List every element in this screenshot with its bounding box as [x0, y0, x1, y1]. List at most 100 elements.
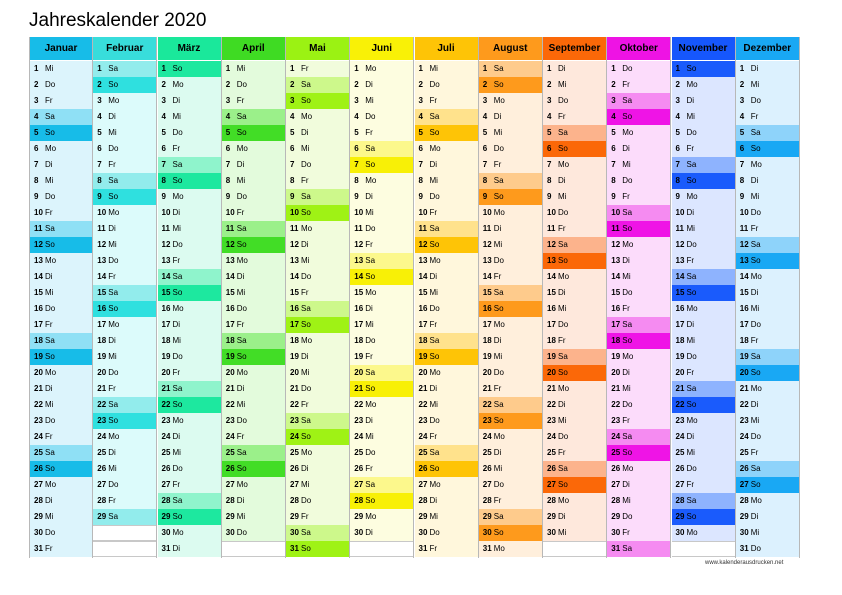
day-number: 2: [225, 80, 231, 89]
day-number: 14: [482, 272, 492, 281]
day-cell: 13 Mo: [30, 253, 92, 269]
day-number: 4: [675, 112, 680, 121]
day-number: 8: [290, 176, 295, 185]
weekday-label: Mo: [301, 112, 313, 121]
day-cell: 23 Do: [414, 413, 478, 429]
weekday-label: Do: [365, 112, 376, 121]
day-number: 29: [739, 512, 749, 521]
day-cell: 6 Mo: [221, 141, 285, 157]
day-number: 23: [739, 416, 749, 425]
weekday-label: Di: [172, 208, 181, 217]
weekday-label: Fr: [301, 288, 309, 297]
weekday-label: Mi: [429, 288, 438, 297]
weekday-label: Do: [429, 416, 440, 425]
day-cell: 19 Di: [286, 349, 349, 365]
day-number: 28: [97, 496, 107, 505]
month-column: August 1 Sa 2 So 3 Mo 4 Di 5 Mi 6 Do 7 Fr 8 Sa 9 So 10 Mo 11 D…: [478, 37, 543, 558]
day-number: 26: [418, 464, 428, 473]
weekday-label: Mo: [236, 368, 248, 377]
day-cell: 9 Mi: [543, 189, 606, 205]
weekday-label: Di: [622, 368, 630, 377]
weekday-label: Do: [622, 512, 633, 521]
day-number: 7: [97, 160, 102, 169]
weekday-label: Do: [236, 80, 247, 89]
day-cell: 26 So: [30, 461, 92, 477]
weekday-label: Do: [493, 256, 504, 265]
day-cell: 30 Do: [30, 525, 92, 541]
weekday-label: Mi: [365, 208, 374, 217]
day-cell: 26 Mi: [93, 461, 157, 477]
weekday-label: Mi: [686, 336, 695, 345]
day-cell: 8 Do: [607, 173, 671, 189]
weekday-label: Fr: [429, 432, 438, 441]
day-cell: 2 Mo: [157, 77, 221, 93]
day-cell: 25 Sa: [414, 445, 478, 461]
day-number: 1: [547, 64, 552, 73]
weekday-label: Sa: [750, 352, 761, 361]
day-cell: 26 Di: [286, 461, 349, 477]
weekday-label: Di: [301, 240, 309, 249]
day-cell: 30 Sa: [286, 525, 349, 541]
day-cell: 20 Fr: [671, 365, 735, 381]
day-cell: 22 Sa: [478, 397, 542, 413]
weekday-label: So: [686, 288, 697, 297]
day-cell: 18 Sa: [30, 333, 92, 349]
day-cell: 15 Mi: [30, 285, 92, 301]
day-cell: 22 So: [157, 397, 221, 413]
weekday-label: Fr: [365, 352, 373, 361]
day-number: 26: [547, 464, 556, 473]
day-cell: 15 Sa: [478, 285, 542, 301]
day-cell: 10 Fr: [414, 205, 478, 221]
day-cell: 11 Mi: [671, 221, 735, 237]
day-number: 29: [97, 512, 107, 521]
weekday-label: So: [108, 304, 119, 313]
day-number: 30: [290, 528, 299, 537]
day-number: 27: [34, 480, 43, 489]
weekday-label: Do: [365, 336, 376, 345]
day-number: 12: [34, 240, 43, 249]
day-number: 30: [482, 528, 492, 537]
day-number: 3: [418, 96, 423, 105]
weekday-label: Di: [429, 384, 438, 393]
weekday-label: Di: [429, 496, 438, 505]
weekday-label: So: [365, 384, 376, 393]
weekday-label: Fr: [622, 528, 630, 537]
day-number: 10: [97, 208, 107, 217]
day-cell: 4 Mo: [286, 109, 349, 125]
day-cell: 6 Mo: [30, 141, 92, 157]
day-number: 27: [482, 480, 492, 489]
weekday-label: Sa: [493, 64, 504, 73]
day-cell: 27 Mo: [414, 477, 478, 493]
day-number: 24: [739, 432, 749, 441]
weekday-label: Do: [686, 128, 697, 137]
day-cell: 3 Mo: [478, 93, 542, 109]
weekday-label: So: [686, 176, 697, 185]
day-number: 8: [225, 176, 231, 185]
day-number: 4: [739, 112, 745, 121]
day-cell: 16 Mi: [735, 301, 799, 317]
day-cell: 25 Fr: [735, 445, 799, 461]
day-number: 20: [418, 368, 428, 377]
day-number: 30: [739, 528, 749, 537]
day-number: 9: [547, 192, 552, 201]
weekday-label: Fr: [429, 320, 438, 329]
day-cell: 27 Fr: [157, 477, 221, 493]
day-cell: 20 Mo: [30, 365, 92, 381]
weekday-label: Mi: [493, 352, 503, 361]
day-number: 20: [482, 368, 492, 377]
day-cell: 22 Do: [607, 397, 671, 413]
footer-url[interactable]: www.kalenderausdrucken.net: [705, 560, 784, 566]
weekday-label: Fr: [493, 272, 502, 281]
day-number: 20: [161, 368, 171, 377]
weekday-label: Sa: [301, 304, 311, 313]
day-number: 16: [97, 304, 107, 313]
weekday-label: Mi: [45, 400, 54, 409]
weekday-label: Mo: [172, 304, 184, 313]
day-number: 20: [290, 368, 299, 377]
day-cell: 22 Fr: [286, 397, 349, 413]
day-number: 25: [97, 448, 107, 457]
day-number: 24: [418, 432, 428, 441]
day-number: 21: [739, 384, 749, 393]
calendar-grid: Januar 1 Mi 2 Do 3 Fr 4 Sa 5 So 6 Mo 7 Di 8 Mi 9 Do 10 Fr 11 S…: [29, 37, 800, 558]
empty-cell: [93, 541, 157, 557]
